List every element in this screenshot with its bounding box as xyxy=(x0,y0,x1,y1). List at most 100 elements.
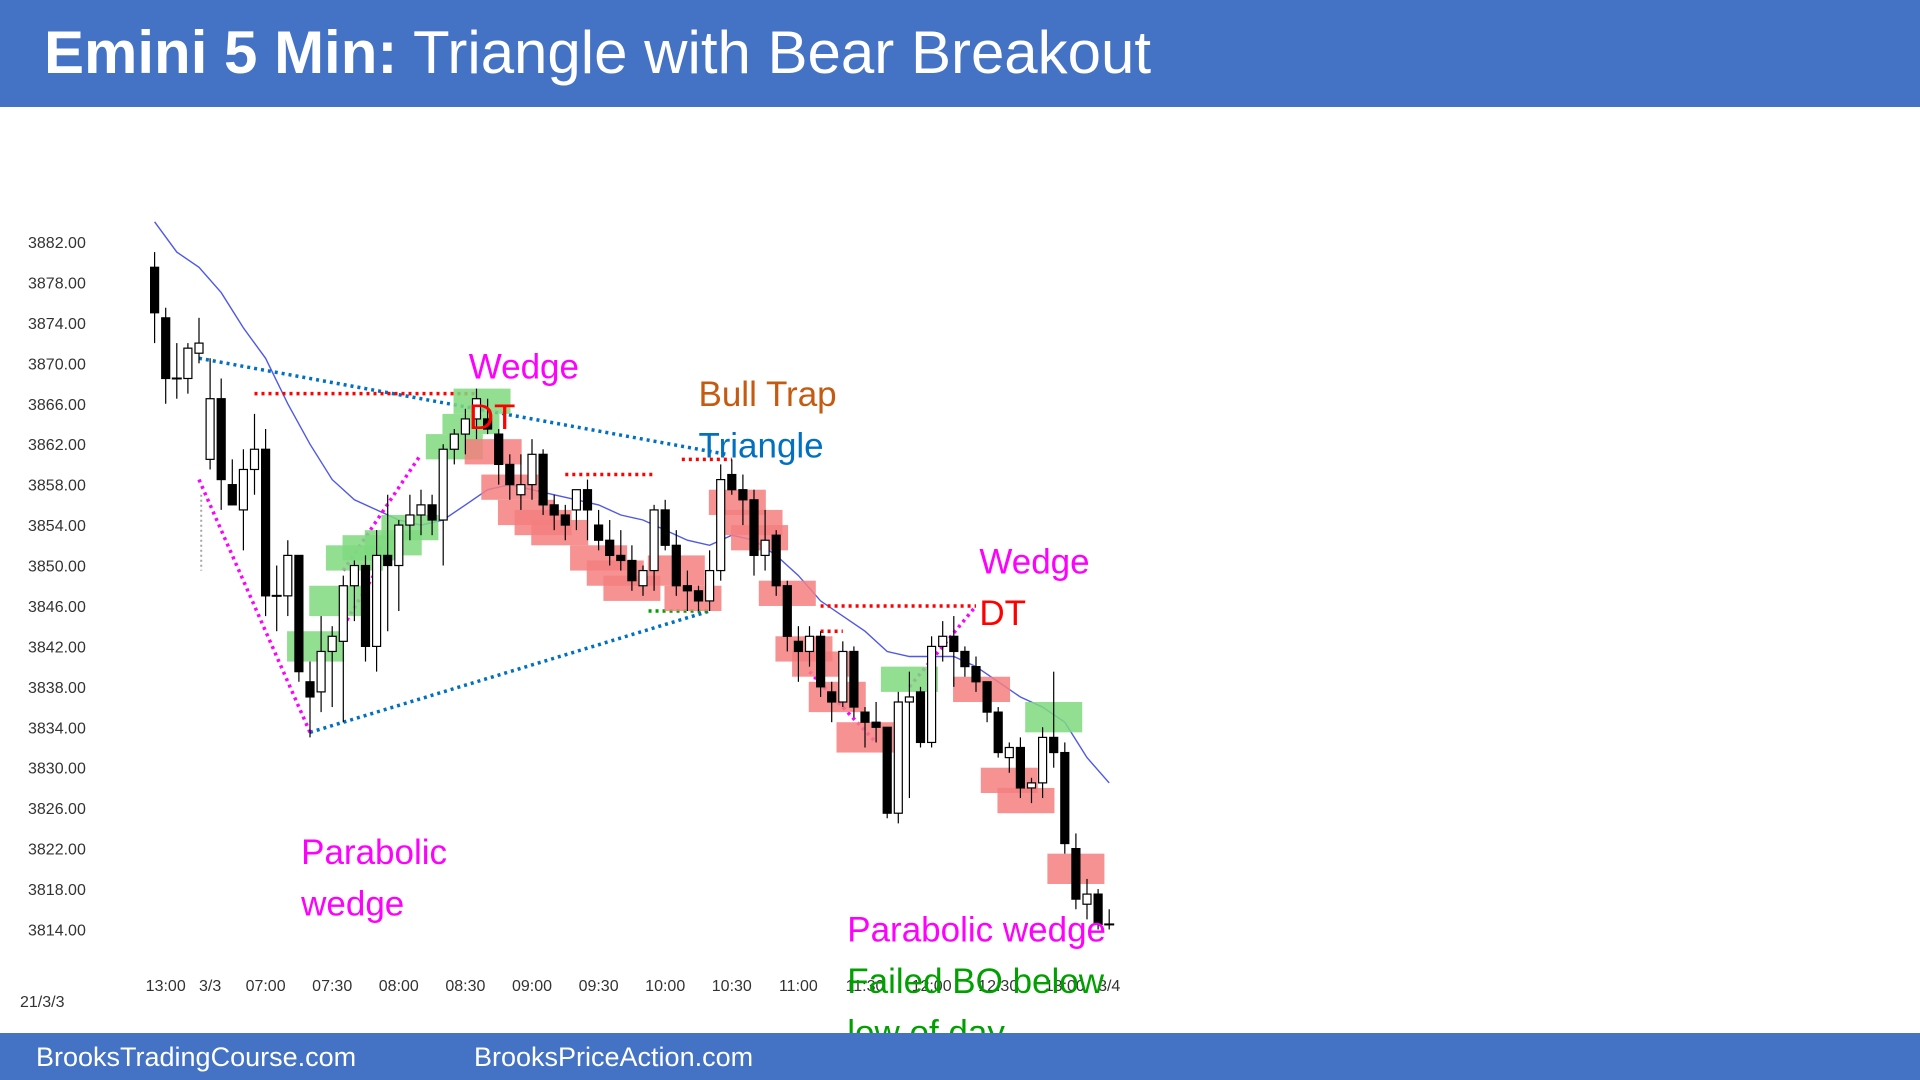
candle xyxy=(827,681,837,723)
bull-signal-box xyxy=(309,585,367,617)
candle-body-bull xyxy=(1082,893,1092,905)
candle xyxy=(194,317,204,364)
candle-body-bear xyxy=(305,681,315,698)
candle-body-bear xyxy=(849,650,859,708)
x-tick-label: 07:30 xyxy=(312,978,352,995)
candle-body-bull xyxy=(316,650,326,693)
candle-body-bull xyxy=(405,514,415,526)
candle-body-bear xyxy=(360,564,371,648)
candle-body-bull xyxy=(838,650,848,703)
candle xyxy=(305,661,315,738)
candle-body-bull xyxy=(938,635,948,647)
candle xyxy=(704,550,715,612)
bear-signal-box xyxy=(997,787,1055,814)
candle xyxy=(416,489,426,536)
candle xyxy=(804,626,815,667)
candle-body-bear xyxy=(960,650,970,668)
candle-body-bull xyxy=(760,539,770,557)
moving-average-line xyxy=(154,221,1110,784)
y-tick-label: 3842.00 xyxy=(28,639,86,656)
y-tick-label: 3874.00 xyxy=(28,316,86,333)
candle-body-bear xyxy=(871,721,881,728)
candle xyxy=(949,616,959,687)
candle-body-bull xyxy=(704,569,715,602)
candle-body-bull xyxy=(893,701,903,814)
candle-body-bull xyxy=(416,504,426,516)
candle-body-bear xyxy=(793,640,804,653)
x-tick-label: 08:00 xyxy=(379,978,419,995)
footer-link-tradingcourse[interactable]: BrooksTradingCourse.com xyxy=(36,1042,357,1072)
candle xyxy=(693,585,704,612)
candle xyxy=(727,459,737,495)
y-tick-label: 3834.00 xyxy=(28,720,86,737)
candle xyxy=(516,454,526,510)
candle xyxy=(616,530,626,571)
candle xyxy=(549,494,559,531)
candle xyxy=(1015,737,1026,799)
y-tick-label: 3850.00 xyxy=(28,559,86,576)
candle xyxy=(882,726,892,819)
candle-body-bear xyxy=(738,489,748,501)
candle-body-bear xyxy=(749,499,759,557)
candle xyxy=(1060,742,1070,854)
candle xyxy=(171,343,182,399)
candle xyxy=(849,646,859,718)
candles-layer xyxy=(150,252,1115,930)
candle xyxy=(860,707,870,748)
candle xyxy=(449,429,459,465)
title-prefix: Emini 5 Min: xyxy=(44,19,398,86)
x-tick-label: 09:30 xyxy=(579,978,619,995)
y-tick-label: 3858.00 xyxy=(28,478,86,495)
parabolic-wedge-down-line xyxy=(197,478,312,734)
candle-body-bear xyxy=(815,635,826,688)
candle xyxy=(605,520,615,566)
candle xyxy=(538,449,548,515)
candle xyxy=(871,702,881,743)
candle-body-bull xyxy=(283,554,293,597)
candle-body-bear xyxy=(949,635,959,653)
candle xyxy=(560,504,570,541)
candle xyxy=(1026,777,1037,804)
candle-body-bull xyxy=(516,484,526,496)
y-tick-label: 3822.00 xyxy=(28,842,86,859)
chart-annotation: Wedge xyxy=(979,543,1089,582)
candle xyxy=(627,545,637,591)
bear-signal-box xyxy=(464,439,522,465)
candle xyxy=(271,565,282,632)
y-tick-label: 3818.00 xyxy=(28,882,86,899)
chart-annotation: Parabolic wedge xyxy=(847,911,1106,950)
candle-body-bear xyxy=(971,666,981,683)
footer-link-priceaction[interactable]: BrooksPriceAction.com xyxy=(474,1042,754,1072)
candle xyxy=(782,580,792,652)
candle-body-bear xyxy=(161,317,171,380)
candle xyxy=(216,378,226,510)
candle-body-bull xyxy=(571,489,582,511)
candle-body-bear xyxy=(494,433,504,466)
candle-body-bull xyxy=(904,696,915,703)
candle-body-bear xyxy=(882,726,892,814)
candle xyxy=(383,494,393,632)
candle xyxy=(993,707,1003,758)
candle-body-bull xyxy=(638,569,648,587)
candle-body-bull xyxy=(1004,746,1014,759)
candle xyxy=(505,454,515,500)
candle-body-bull xyxy=(349,564,359,587)
candle-body-bear xyxy=(671,544,681,587)
candle xyxy=(261,429,271,617)
candle xyxy=(938,621,948,662)
candle xyxy=(150,252,160,344)
candlestick-chart: 3882.00 3878.00 3874.00 3870.00 3866.00 3862.… xyxy=(20,221,1120,1033)
x-tick-label: 07:00 xyxy=(246,978,286,995)
candle xyxy=(238,449,248,551)
candle-body-bull xyxy=(1037,736,1048,784)
candle xyxy=(660,499,670,551)
y-tick-label: 3870.00 xyxy=(28,356,86,373)
x-tick-label: 3/4 xyxy=(1098,978,1120,995)
candle-body-bear xyxy=(660,509,670,546)
page-title: Emini 5 Min: Triangle with Bear Breakout xyxy=(44,16,1151,90)
y-tick-label: 3866.00 xyxy=(28,397,86,414)
x-tick-label: 3/3 xyxy=(199,978,221,995)
candle-body-bull xyxy=(804,635,815,653)
candle-body-bear xyxy=(483,418,493,430)
candle-body-bull xyxy=(205,398,215,460)
